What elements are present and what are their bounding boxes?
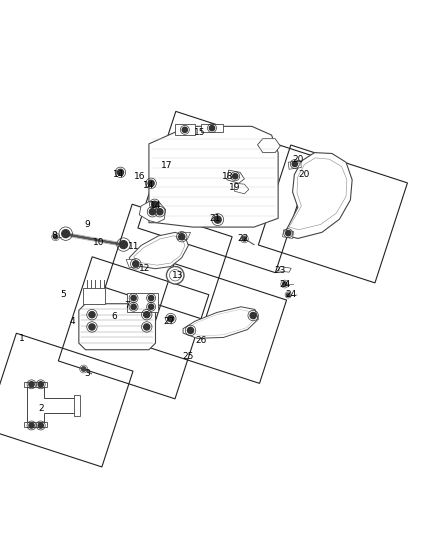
Polygon shape (127, 293, 158, 312)
Circle shape (148, 295, 154, 301)
Polygon shape (227, 170, 244, 183)
Circle shape (170, 270, 181, 281)
Polygon shape (24, 422, 47, 427)
Circle shape (62, 230, 70, 238)
Text: 16: 16 (134, 172, 146, 181)
Circle shape (29, 382, 34, 387)
Circle shape (286, 231, 291, 236)
Polygon shape (187, 310, 255, 336)
Circle shape (283, 282, 287, 286)
Circle shape (182, 127, 187, 133)
Text: 26: 26 (196, 336, 207, 345)
Polygon shape (177, 232, 191, 239)
Circle shape (133, 261, 139, 267)
Text: 19: 19 (229, 183, 240, 192)
Circle shape (144, 312, 150, 318)
Circle shape (38, 423, 43, 428)
Text: 24: 24 (286, 290, 297, 300)
Circle shape (149, 209, 155, 215)
Text: 25: 25 (183, 352, 194, 361)
Polygon shape (234, 183, 249, 194)
Text: 17: 17 (161, 161, 172, 170)
Polygon shape (201, 124, 223, 132)
Circle shape (89, 324, 95, 330)
Text: 6: 6 (111, 312, 117, 321)
Text: 3: 3 (85, 369, 91, 378)
Circle shape (148, 180, 154, 187)
Text: 22: 22 (237, 233, 249, 243)
Circle shape (120, 241, 127, 248)
Circle shape (187, 327, 194, 334)
Text: 11: 11 (128, 243, 139, 251)
Text: 1: 1 (19, 334, 25, 343)
Circle shape (89, 312, 95, 318)
Circle shape (179, 233, 185, 240)
Polygon shape (284, 152, 352, 238)
Circle shape (209, 125, 215, 131)
Text: 14: 14 (113, 170, 124, 179)
Text: 20: 20 (292, 155, 304, 164)
Circle shape (166, 266, 184, 284)
Text: 4: 4 (70, 317, 75, 326)
Text: 7: 7 (124, 302, 130, 310)
Text: 14: 14 (150, 201, 161, 209)
Text: 20: 20 (299, 170, 310, 179)
Text: 8: 8 (52, 231, 58, 240)
Polygon shape (134, 236, 185, 265)
Text: 23: 23 (275, 266, 286, 276)
Polygon shape (27, 385, 77, 424)
Circle shape (286, 293, 290, 297)
Text: 14: 14 (143, 181, 155, 190)
Polygon shape (183, 307, 258, 338)
Polygon shape (288, 160, 301, 169)
Text: 13: 13 (172, 271, 183, 280)
Polygon shape (129, 232, 188, 269)
Polygon shape (126, 260, 138, 268)
Circle shape (157, 209, 163, 215)
Circle shape (242, 237, 247, 241)
Circle shape (38, 382, 43, 387)
Circle shape (148, 304, 154, 310)
Polygon shape (74, 395, 80, 416)
Circle shape (233, 174, 238, 179)
Polygon shape (289, 158, 347, 230)
Text: 27: 27 (163, 317, 174, 326)
Circle shape (144, 324, 150, 330)
Circle shape (29, 423, 34, 428)
Polygon shape (175, 124, 195, 135)
Circle shape (81, 367, 86, 371)
Text: 18: 18 (222, 172, 233, 181)
Circle shape (214, 216, 221, 223)
Circle shape (292, 161, 297, 167)
Circle shape (30, 399, 41, 410)
Text: 24: 24 (279, 279, 290, 288)
Circle shape (152, 201, 158, 207)
Text: 21: 21 (209, 214, 220, 223)
Polygon shape (258, 139, 280, 152)
Polygon shape (79, 304, 155, 350)
Circle shape (250, 312, 256, 319)
Polygon shape (283, 230, 293, 238)
Text: 9: 9 (85, 220, 91, 229)
Polygon shape (83, 288, 105, 304)
Circle shape (117, 169, 124, 175)
Text: 5: 5 (60, 290, 67, 300)
Text: 2: 2 (39, 405, 44, 414)
Text: 12: 12 (139, 264, 150, 273)
Circle shape (131, 295, 136, 301)
Polygon shape (149, 126, 278, 227)
Text: 10: 10 (93, 238, 104, 247)
Polygon shape (278, 266, 291, 272)
Polygon shape (24, 382, 47, 387)
Circle shape (168, 316, 174, 322)
Circle shape (53, 235, 58, 239)
Polygon shape (139, 201, 166, 223)
Text: 15: 15 (194, 128, 205, 138)
Circle shape (131, 304, 136, 310)
